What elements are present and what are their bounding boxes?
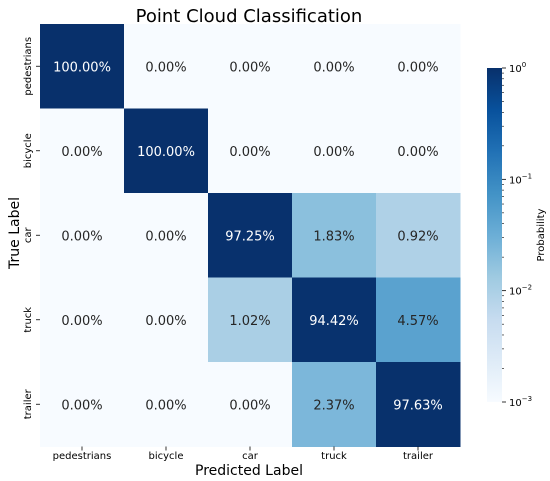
colorbar-ticks: 100 10−1 10−2 10−3 xyxy=(502,61,532,409)
y-tick-label: bicycle xyxy=(23,133,34,168)
heatmap-cell xyxy=(40,193,125,278)
y-axis-label: True Label xyxy=(7,197,23,270)
colorbar xyxy=(487,68,502,402)
cell-value-label: 0.00% xyxy=(229,60,270,75)
y-tick-label: trailer xyxy=(23,388,34,419)
heatmap-cell xyxy=(376,108,461,194)
y-tick-label: truck xyxy=(23,307,34,333)
cell-value-label: 0.00% xyxy=(229,145,270,160)
heatmap-cell xyxy=(376,277,461,363)
cell-value-label: 0.00% xyxy=(229,398,270,413)
heatmap-cell xyxy=(124,362,209,447)
heatmap-cell xyxy=(40,108,125,194)
cell-value-label: 0.00% xyxy=(61,145,102,160)
heatmap-cell xyxy=(124,108,209,194)
cell-value-label: 94.42% xyxy=(309,314,359,329)
y-axis-ticks: pedestrians bicycle car truck trailer xyxy=(23,37,40,419)
cell-value-label: 4.57% xyxy=(397,314,438,329)
y-tick-label: pedestrians xyxy=(23,37,34,96)
heatmap-cell xyxy=(292,362,377,447)
heatmap-cell xyxy=(292,277,377,363)
cell-value-label: 97.25% xyxy=(225,229,275,244)
heatmap-cell xyxy=(124,24,209,109)
heatmap-cell xyxy=(208,108,293,194)
cell-value-label: 100.00% xyxy=(53,60,111,75)
heatmap-cell xyxy=(208,193,293,278)
heatmap-cell xyxy=(292,193,377,278)
cell-value-label: 0.00% xyxy=(397,145,438,160)
cell-value-label: 0.00% xyxy=(61,314,102,329)
heatmap-cell xyxy=(376,362,461,447)
cell-value-label: 0.00% xyxy=(61,229,102,244)
heatmap-cell xyxy=(208,277,293,363)
heatmap-cell xyxy=(376,24,461,109)
heatmap-cell xyxy=(292,108,377,194)
heatmap-cell xyxy=(292,24,377,109)
x-tick-label: car xyxy=(242,451,259,462)
cell-value-label: 0.00% xyxy=(145,398,186,413)
heatmap-cell xyxy=(40,277,125,363)
cell-value-label: 0.00% xyxy=(145,229,186,244)
x-tick-label: pedestrians xyxy=(53,451,112,462)
cell-value-label: 0.92% xyxy=(397,229,438,244)
heatmap-cell xyxy=(40,24,125,109)
heatmap-cell xyxy=(124,193,209,278)
x-tick-label: bicycle xyxy=(149,451,184,462)
colorbar-tick-label: 10−2 xyxy=(509,284,532,298)
cell-value-label: 0.00% xyxy=(61,398,102,413)
heatmap-cells: 100.00% 0.00% 0.00% 0.00% 0.00% 0.00% 100.00% 0… xyxy=(40,24,461,447)
y-tick-label: car xyxy=(23,226,34,243)
cell-value-label: 1.83% xyxy=(313,229,354,244)
x-tick-label: truck xyxy=(321,451,347,462)
heatmap-cell xyxy=(208,362,293,447)
cell-value-label: 2.37% xyxy=(313,398,354,413)
cell-value-label: 0.00% xyxy=(145,314,186,329)
heatmap-cell xyxy=(376,193,461,278)
colorbar-tick-label: 10−1 xyxy=(509,172,532,186)
cell-value-label: 1.02% xyxy=(229,314,270,329)
colorbar-tick-label: 10−3 xyxy=(509,395,532,409)
heatmap-cell xyxy=(40,362,125,447)
colorbar-label: Probability xyxy=(536,208,547,261)
heatmap-cell xyxy=(208,24,293,109)
colorbar-tick-label: 100 xyxy=(509,61,526,75)
x-tick-label: trailer xyxy=(403,451,434,462)
cell-value-label: 0.00% xyxy=(397,60,438,75)
cell-value-label: 100.00% xyxy=(137,145,195,160)
cell-value-label: 0.00% xyxy=(145,60,186,75)
chart-title: Point Cloud Classification xyxy=(136,6,363,27)
x-axis-label: Predicted Label xyxy=(195,463,303,479)
cell-value-label: 0.00% xyxy=(313,145,354,160)
x-axis-ticks: pedestrians bicycle car truck trailer xyxy=(53,446,434,462)
cell-value-label: 0.00% xyxy=(313,60,354,75)
cell-value-label: 97.63% xyxy=(393,398,443,413)
heatmap-cell xyxy=(124,277,209,363)
